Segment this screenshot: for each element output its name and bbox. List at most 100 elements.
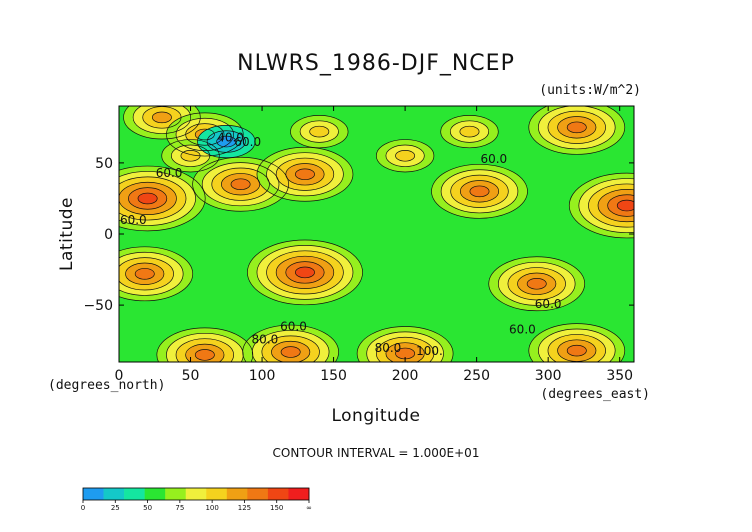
contour-line — [607, 194, 634, 217]
x-tick-label: 0 — [115, 368, 124, 384]
field-region — [459, 126, 480, 137]
colorbar-segment — [267, 488, 289, 500]
contour-line — [119, 181, 177, 215]
chart-title: NLWRS_1986-DJF_NCEP — [237, 51, 515, 76]
contour-line — [194, 349, 215, 361]
contour-line — [538, 106, 616, 150]
contour-line — [547, 110, 606, 144]
contour-line — [206, 130, 246, 153]
contour-line — [566, 344, 587, 357]
x-tick-label: 100 — [249, 368, 276, 384]
colorbar-tick-label: 75 — [175, 504, 184, 512]
contour-line — [256, 146, 354, 202]
field-region — [617, 200, 634, 211]
contour-line — [119, 246, 194, 302]
field-region — [527, 278, 547, 290]
contour-line — [295, 168, 315, 181]
colorbar: 0 25 50 75 100 125 150 ∞ — [81, 487, 312, 512]
contour-line — [132, 106, 192, 134]
colorbar-segment — [288, 488, 310, 500]
contour-line — [185, 123, 225, 146]
colorbar-tick-label: 100 — [205, 504, 218, 512]
colorbar-segment — [83, 488, 104, 500]
contour-line — [175, 338, 234, 362]
contour-line — [385, 342, 425, 362]
contour-value-label: 60.0 — [509, 323, 536, 337]
contour-line — [295, 266, 315, 279]
contour-line — [356, 326, 454, 362]
field-region — [195, 349, 215, 361]
contour-line — [299, 120, 339, 143]
y-tick-label: 50 — [95, 156, 113, 172]
field-region — [138, 193, 158, 204]
contour-line — [385, 144, 425, 167]
colorbar-segment — [247, 488, 269, 500]
contour-line — [375, 139, 435, 173]
contour-value-label: 80.0 — [252, 333, 279, 347]
colorbar-tick-label: 25 — [111, 504, 120, 512]
contour-line — [170, 144, 211, 167]
x-tick-label: 300 — [535, 368, 562, 384]
contour-line — [119, 165, 206, 232]
contour-line — [271, 340, 311, 362]
contour-value-label: 60.0 — [280, 320, 307, 334]
y-axis-label: Latitude — [57, 197, 77, 271]
y-tick-label: 0 — [104, 227, 113, 243]
contour-line — [497, 261, 576, 306]
contour-value-label: 60.0 — [234, 135, 261, 149]
contour-line — [488, 256, 586, 312]
contour-line — [197, 125, 256, 159]
colorbar-segment — [206, 488, 228, 500]
colorbar-tick-label: 125 — [238, 504, 251, 512]
field-region — [281, 346, 301, 358]
contour-line — [469, 185, 490, 198]
contour-line — [161, 139, 220, 173]
contour-line — [280, 346, 301, 358]
x-tick-label: 150 — [320, 368, 347, 384]
contour-line — [125, 262, 165, 285]
contour-line — [588, 183, 634, 228]
contour-line — [366, 331, 444, 362]
contour-value-label: 100. — [416, 344, 443, 358]
field-region — [309, 126, 329, 137]
contour-value-label: 60.0 — [535, 297, 562, 311]
contour-labels: 40.060.060.060.060.060.060.0 60.080.080.0… — [120, 131, 562, 358]
contour-line — [538, 328, 616, 362]
colorbar-segment — [185, 488, 207, 500]
units-label: (units:W/m^2) — [539, 83, 641, 98]
contour-line — [216, 135, 237, 148]
contour-interval-text: CONTOUR INTERVAL = 1.000E+01 — [273, 446, 480, 460]
contour-line — [459, 125, 480, 138]
contour-line — [597, 189, 634, 223]
field-region — [567, 121, 587, 133]
contour-line — [290, 115, 349, 149]
contour-line — [616, 199, 634, 212]
contour-line — [266, 152, 344, 197]
x-axis-ticks: 0 50 100 150 200 250 300 350 — [115, 106, 633, 384]
contour-line — [275, 255, 335, 289]
contour-line — [211, 167, 270, 201]
colorbar-segment — [124, 488, 145, 500]
contour-line — [194, 128, 215, 141]
contour-line — [507, 267, 566, 301]
contour-line — [285, 261, 325, 284]
contour-line — [247, 239, 363, 306]
contour-line — [450, 174, 509, 208]
contour-line — [230, 178, 251, 190]
field-region — [469, 185, 490, 197]
contour-line — [119, 176, 187, 221]
x-tick-label: 350 — [606, 368, 633, 384]
contour-line — [431, 163, 528, 219]
colorbar-segment — [226, 488, 248, 500]
contour-value-label: 80.0 — [375, 341, 402, 355]
field-region — [395, 348, 415, 359]
field-region — [395, 150, 415, 162]
field-region — [567, 345, 587, 357]
colorbar-segment — [165, 488, 187, 500]
contour-line — [557, 116, 597, 139]
contour-lines — [119, 106, 634, 362]
contour-line — [128, 187, 168, 210]
contour-line — [192, 156, 289, 212]
plot-area — [119, 106, 634, 362]
